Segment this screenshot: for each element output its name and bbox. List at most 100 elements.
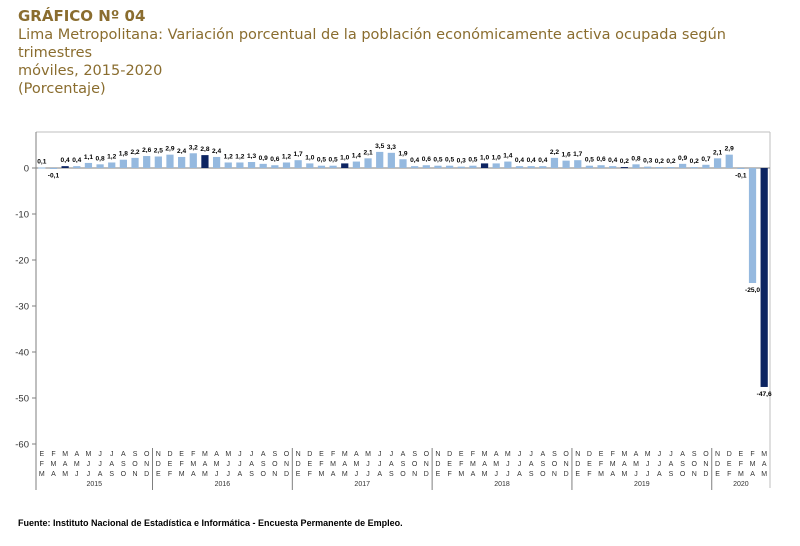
month-letter: O [272, 461, 278, 468]
bar [189, 153, 197, 168]
month-letter: D [715, 461, 720, 468]
month-letter: N [564, 461, 569, 468]
month-letter: O [260, 471, 266, 478]
month-letter: J [110, 451, 114, 458]
bar-value-label: 0,6 [270, 156, 279, 163]
month-letter: M [86, 451, 92, 458]
bar-value-label: 0,4 [72, 157, 81, 164]
month-letter: O [424, 451, 430, 458]
bar-value-label: 1,7 [573, 151, 582, 158]
month-letter: E [179, 451, 184, 458]
bar [422, 165, 430, 168]
month-letter: S [389, 471, 394, 478]
month-letter: M [621, 471, 627, 478]
bar [504, 161, 512, 168]
month-letter: O [121, 471, 127, 478]
bar [632, 164, 640, 168]
month-letter: E [168, 461, 173, 468]
bar-value-label: 0,9 [678, 155, 687, 162]
month-letter: O [552, 461, 558, 468]
month-letter: M [342, 471, 348, 478]
bar-value-label: 1,4 [352, 153, 361, 160]
bar [178, 156, 186, 168]
month-letter: J [366, 471, 370, 478]
month-letter: D [587, 451, 592, 458]
source-note: Fuente: Instituto Nacional de Estadístic… [18, 518, 403, 528]
month-letter: S [552, 451, 557, 458]
bar-value-label: 2,5 [154, 148, 163, 155]
month-letter: S [540, 461, 545, 468]
bar-value-label: 0,5 [317, 157, 326, 164]
month-letter: S [249, 471, 254, 478]
month-letter: A [354, 451, 359, 458]
year-label: 2019 [634, 481, 650, 488]
month-letter: M [319, 471, 325, 478]
month-letter: O [400, 471, 406, 478]
bar-value-label: 3,3 [387, 144, 396, 151]
bar [119, 159, 127, 168]
bar [259, 163, 267, 168]
month-letter: F [750, 451, 754, 458]
bar-value-label: 1,2 [107, 153, 116, 160]
bar [527, 166, 535, 168]
month-letter: M [598, 471, 604, 478]
month-letter: N [272, 471, 277, 478]
month-letter: A [51, 471, 56, 478]
bar [317, 165, 326, 168]
y-tick-label: -60 [15, 440, 29, 451]
month-letter: M [493, 461, 499, 468]
month-letter: J [506, 471, 510, 478]
month-letter: A [401, 451, 406, 458]
month-letter: A [377, 471, 382, 478]
bar [515, 166, 524, 168]
month-letter: A [109, 461, 114, 468]
month-letter: F [40, 461, 44, 468]
month-letter: S [529, 471, 534, 478]
month-letter: A [540, 451, 545, 458]
month-letter: A [63, 461, 68, 468]
bar-value-label: -0,1 [48, 172, 60, 179]
month-letter: E [739, 451, 744, 458]
month-letter: N [284, 461, 289, 468]
month-letter: F [587, 471, 591, 478]
bar [166, 154, 174, 168]
bar-value-label: 0,4 [538, 157, 547, 164]
bar [282, 162, 291, 168]
bar [748, 168, 757, 283]
bar [737, 168, 745, 169]
bar-value-label: 2,8 [200, 146, 209, 153]
bar-value-label: 2,2 [130, 149, 139, 156]
month-letter: S [261, 461, 266, 468]
month-letter: A [389, 461, 394, 468]
month-letter: A [669, 461, 674, 468]
bar [434, 165, 442, 168]
bar-value-label: 1,0 [305, 154, 314, 161]
month-letter: A [214, 451, 219, 458]
month-letter: D [144, 471, 149, 478]
month-letter: A [331, 471, 336, 478]
month-letter: D [284, 471, 289, 478]
month-letter: S [680, 461, 685, 468]
chart-title: GRÁFICO Nº 04 [18, 7, 146, 25]
year-label: 2015 [86, 481, 102, 488]
month-letter: D [307, 451, 312, 458]
month-letter: J [634, 471, 638, 478]
month-letter: A [121, 451, 126, 458]
bar [550, 157, 559, 168]
month-letter: J [646, 471, 650, 478]
bar [224, 162, 232, 168]
bar-value-label: 0,6 [596, 156, 605, 163]
month-letter: A [238, 471, 243, 478]
y-tick-label: 0 [24, 164, 29, 175]
month-letter: J [355, 471, 359, 478]
bar-value-label: 0,2 [620, 158, 629, 165]
bar-value-label: 0,3 [457, 158, 466, 165]
month-letter: D [575, 461, 580, 468]
month-letter: E [436, 471, 441, 478]
bar [644, 166, 652, 168]
month-letter: M [74, 461, 80, 468]
month-letter: J [378, 451, 382, 458]
month-letter: S [401, 461, 406, 468]
bar-value-label: 3,2 [189, 144, 198, 151]
bar-value-label: 1,0 [480, 154, 489, 161]
